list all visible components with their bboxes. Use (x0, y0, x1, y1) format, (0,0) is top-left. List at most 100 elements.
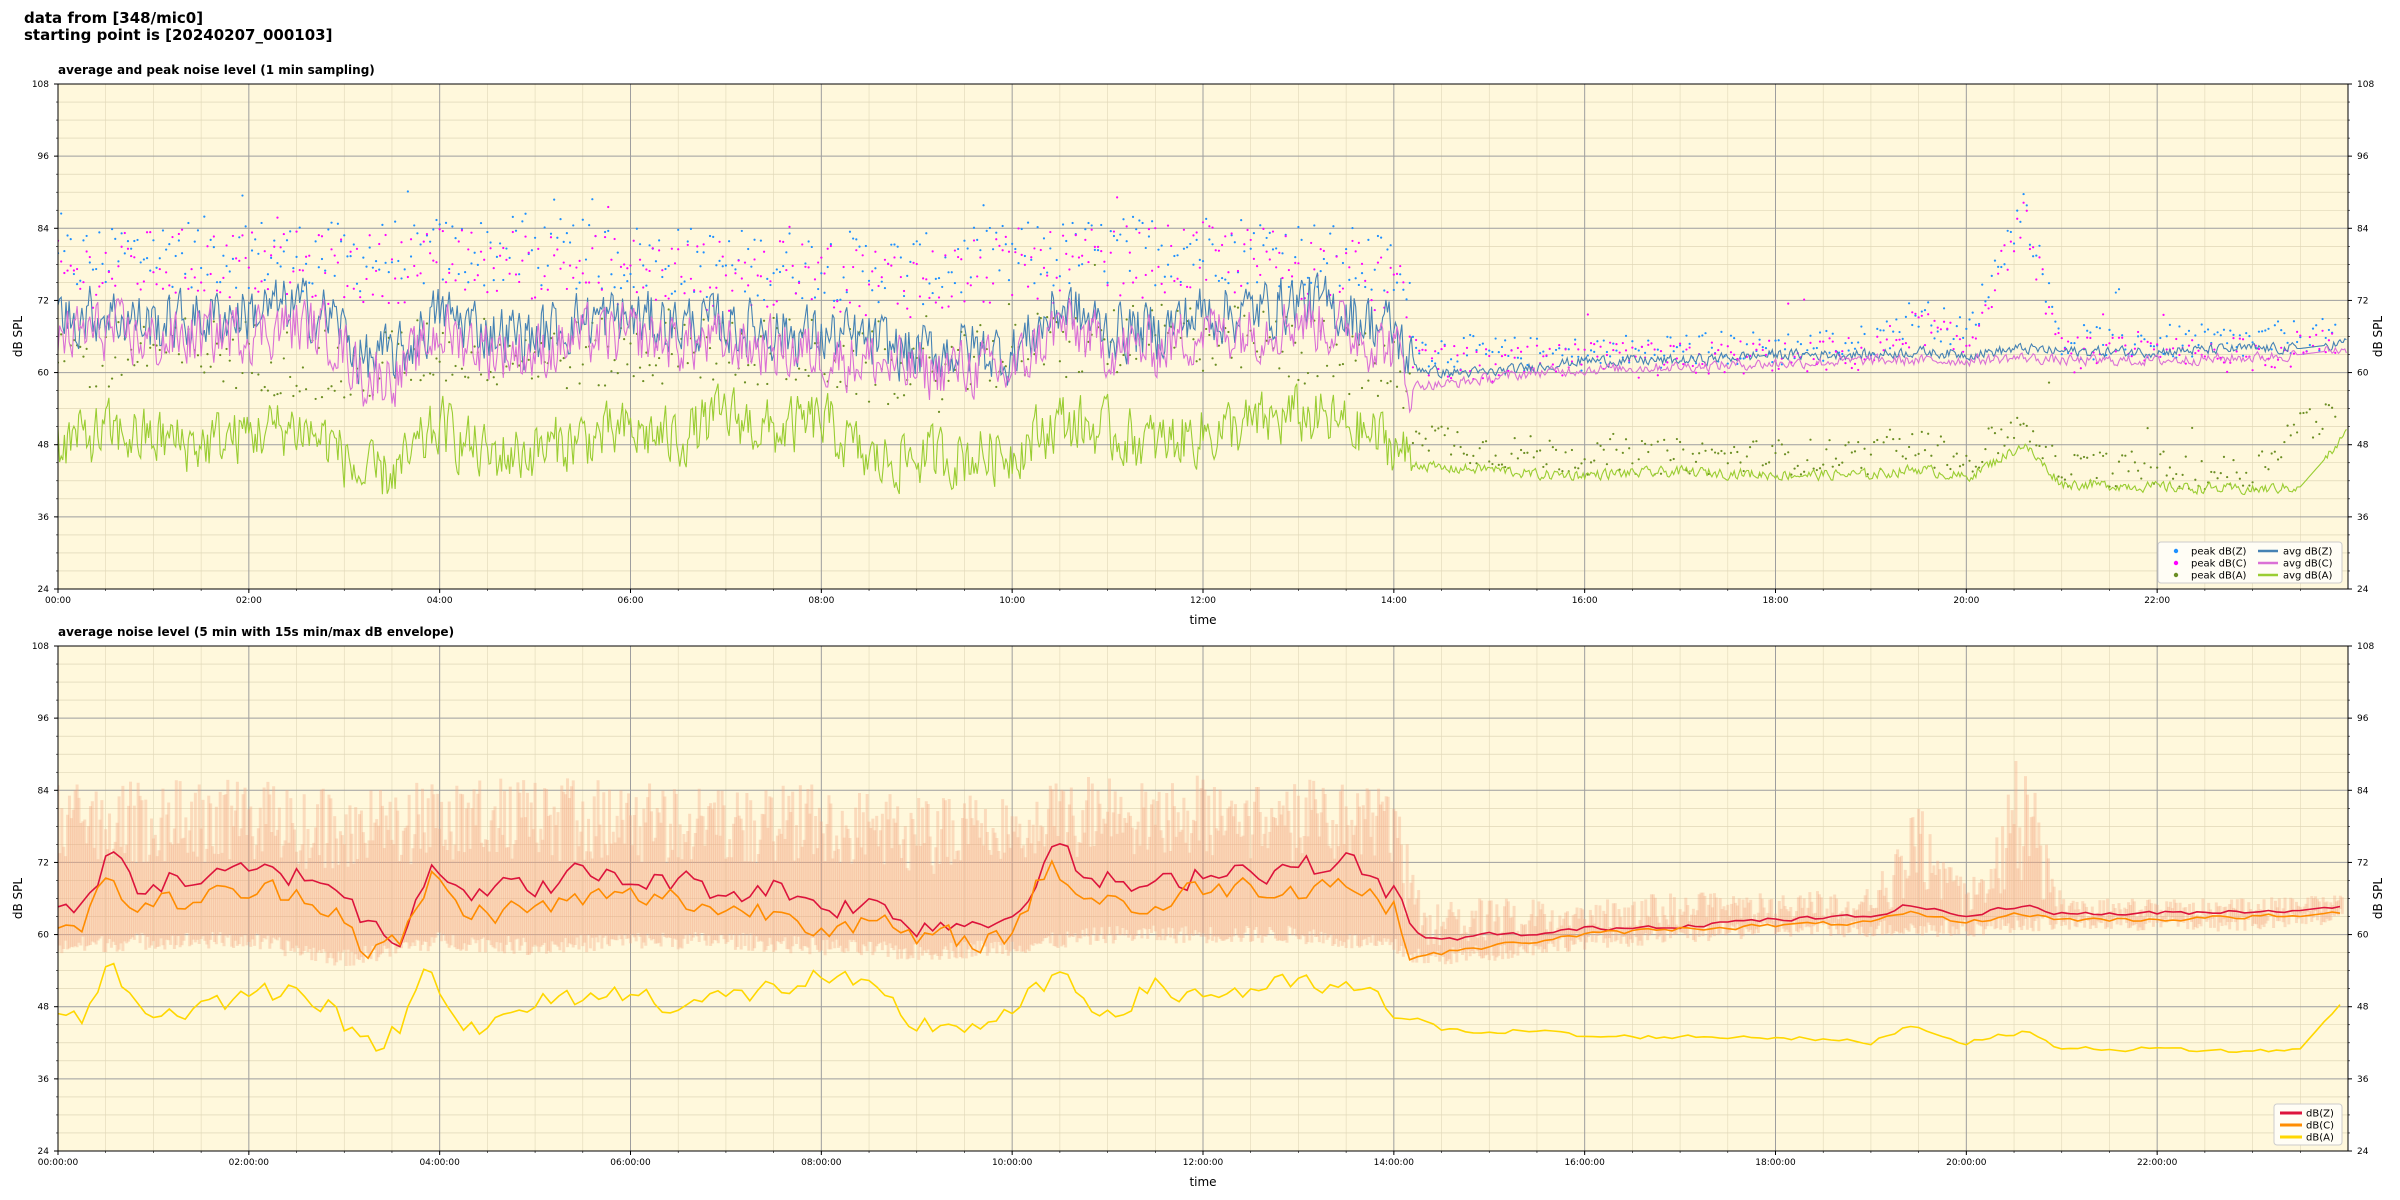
peak-point (1449, 376, 1453, 380)
peak-point (2095, 362, 2098, 365)
peak-point (2241, 484, 2245, 487)
peak-point (1930, 324, 1933, 327)
peak-point (877, 284, 880, 288)
peak-point (842, 265, 845, 269)
peak-point (2248, 335, 2251, 338)
legend-box (2157, 541, 2343, 584)
peak-point (269, 254, 273, 257)
peak-point (1488, 460, 1491, 463)
peak-point (2092, 351, 2095, 354)
peak-point (972, 239, 976, 242)
peak-point (600, 317, 603, 320)
peak-point (1475, 462, 1478, 465)
peak-point (2222, 328, 2226, 331)
peak-point (553, 332, 556, 335)
peak-point (769, 283, 772, 287)
peak-point (1656, 440, 1659, 443)
peak-point (104, 251, 107, 254)
peak-point (1742, 357, 1745, 360)
peak-point (2191, 339, 2194, 342)
peak-point (2321, 427, 2324, 430)
peak-point (2095, 325, 2098, 329)
peak-point (2133, 461, 2137, 464)
peak-point (603, 230, 607, 234)
peak-point (215, 281, 219, 284)
peak-point (823, 272, 826, 275)
peak-point (1380, 236, 1383, 239)
peak-point (1141, 296, 1144, 299)
peak-point (909, 315, 912, 319)
peak-point (362, 300, 365, 304)
peak-point (1087, 260, 1090, 264)
peak-point (177, 353, 180, 356)
peak-point (2000, 249, 2003, 252)
peak-point (1224, 278, 1227, 281)
x-tick-label: 04:00 (427, 596, 453, 606)
peak-point (409, 378, 413, 381)
peak-point (486, 291, 489, 294)
peak-point (470, 262, 473, 265)
peak-point (565, 287, 568, 291)
peak-point (1659, 472, 1663, 475)
envelope-band (58, 761, 2344, 967)
peak-point (419, 243, 422, 246)
peak-point (1421, 341, 1424, 344)
peak-point (483, 258, 486, 261)
peak-point (2213, 348, 2216, 351)
peak-point (161, 287, 165, 290)
peak-point (1478, 343, 1481, 347)
peak-point (1383, 289, 1386, 292)
peak-point (165, 351, 168, 354)
peak-point (1354, 277, 1357, 280)
peak-point (553, 198, 556, 201)
peak-point (276, 216, 279, 219)
peak-point (1001, 224, 1004, 228)
peak-point (2270, 348, 2273, 351)
peak-point (759, 239, 763, 242)
peak-point (282, 250, 285, 253)
peak-point (1275, 247, 1278, 250)
peak-point (145, 257, 149, 260)
peak-point (1771, 444, 1774, 448)
peak-point (1863, 332, 1866, 336)
peak-point (559, 267, 562, 270)
peak-point (1796, 340, 1799, 343)
peak-point (1367, 238, 1370, 241)
y-tick-label: 48 (38, 441, 50, 451)
peak-point (549, 232, 553, 235)
peak-point (991, 248, 995, 251)
peak-point (852, 265, 855, 269)
peak-point (1771, 361, 1774, 364)
peak-point (95, 385, 98, 388)
peak-point (1774, 451, 1777, 455)
peak-point (2315, 420, 2318, 423)
peak-point (2041, 268, 2044, 271)
peak-point (394, 277, 397, 280)
peak-point (956, 247, 960, 251)
peak-point (836, 300, 839, 303)
peak-point (1535, 337, 1539, 340)
peak-point (1106, 362, 1109, 366)
peak-point (282, 357, 285, 360)
peak-point (1589, 342, 1593, 345)
peak-point (235, 257, 238, 260)
peak-point (1643, 351, 1647, 354)
peak-point (1500, 355, 1504, 358)
peak-point (979, 256, 982, 259)
peak-point (1399, 370, 1402, 373)
y-tick-label-right: 48 (2357, 1003, 2369, 1013)
peak-point (254, 238, 257, 241)
peak-point (1386, 382, 1389, 385)
x-tick-label: 12:00:00 (1183, 1158, 1224, 1168)
peak-point (1049, 331, 1052, 334)
peak-point (1427, 374, 1430, 377)
peak-point (915, 240, 918, 243)
peak-point (2330, 332, 2334, 335)
peak-point (801, 243, 804, 246)
peak-point (1761, 464, 1764, 467)
peak-point (2152, 348, 2156, 351)
chart-title: average and peak noise level (1 min samp… (58, 63, 375, 77)
peak-point (2283, 440, 2286, 444)
peak-point (133, 364, 136, 367)
peak-point (2276, 458, 2280, 461)
